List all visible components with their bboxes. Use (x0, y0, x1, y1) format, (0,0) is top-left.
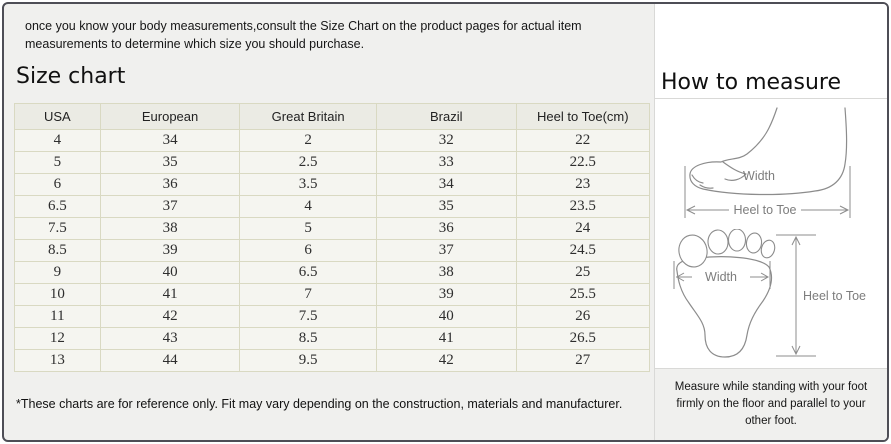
table-cell: 32 (375, 129, 517, 152)
table-cell: 42 (375, 349, 517, 372)
table-row: 4 34 2 32 22 (14, 129, 651, 152)
table-cell: 8.5 (14, 239, 101, 262)
column-header: Brazil (375, 103, 517, 130)
table-row: 7.5 38 5 36 24 (14, 217, 651, 240)
table-cell: 38 (99, 217, 241, 240)
size-chart-title: Size chart (16, 64, 126, 89)
top-width-label: Width (705, 270, 737, 284)
column-header: Heel to Toe(cm) (515, 103, 651, 130)
table-cell: 22 (515, 129, 651, 152)
size-table-head-row: USA European Great Britain Brazil Heel to To… (14, 103, 651, 130)
table-cell: 9.5 (239, 349, 377, 372)
table-cell: 44 (99, 349, 241, 372)
table-cell: 39 (375, 283, 517, 306)
how-to-measure-title: How to measure (661, 70, 842, 95)
table-row: 13 44 9.5 42 27 (14, 349, 651, 372)
column-header: USA (14, 103, 101, 130)
table-cell: 7.5 (239, 305, 377, 328)
table-cell: 6 (239, 239, 377, 262)
table-row: 6 36 3.5 34 23 (14, 173, 651, 196)
table-cell: 40 (375, 305, 517, 328)
how-to-measure-panel: How to measure Width Heel to Toe (654, 4, 887, 440)
table-cell: 11 (14, 305, 101, 328)
intro-text: once you know your body measurements,con… (25, 19, 582, 52)
table-cell: 7 (239, 283, 377, 306)
table-cell: 37 (99, 195, 241, 218)
table-cell: 24 (515, 217, 651, 240)
table-cell: 39 (99, 239, 241, 262)
table-cell: 5 (239, 217, 377, 240)
table-cell: 3.5 (239, 173, 377, 196)
table-cell: 27 (515, 349, 651, 372)
table-row: 11 42 7.5 40 26 (14, 305, 651, 328)
table-cell: 34 (99, 129, 241, 152)
table-cell: 41 (375, 327, 517, 350)
table-row: 8.5 39 6 37 24.5 (14, 239, 651, 262)
table-cell: 37 (375, 239, 517, 262)
diagram-area: Width Heel to Toe (655, 100, 887, 367)
table-cell: 2.5 (239, 151, 377, 174)
table-cell: 35 (99, 151, 241, 174)
table-cell: 38 (375, 261, 517, 284)
foot-side-view-diagram: Width Heel to Toe (684, 107, 851, 218)
measure-caption: Measure while standing with your foot fi… (655, 368, 887, 440)
table-cell: 36 (375, 217, 517, 240)
table-row: 5 35 2.5 33 22.5 (14, 151, 651, 174)
table-cell: 12 (14, 327, 101, 350)
how-to-measure-header: How to measure (655, 4, 887, 99)
table-cell: 24.5 (515, 239, 651, 262)
table-cell: 13 (14, 349, 101, 372)
table-cell: 7.5 (14, 217, 101, 240)
top-heel-to-toe-label: Heel to Toe (803, 289, 866, 303)
table-cell: 33 (375, 151, 517, 174)
table-cell: 36 (99, 173, 241, 196)
table-cell: 8.5 (239, 327, 377, 350)
table-cell: 34 (375, 173, 517, 196)
table-cell: 2 (239, 129, 377, 152)
foot-top-view-diagram: Width Heel to Toe (673, 229, 866, 358)
size-table-container: USA European Great Britain Brazil Heel to To… (14, 103, 651, 372)
size-table-body: 4 34 2 32 22 5 35 2.5 33 22.5 6 36 3.5 34 23 6.5 37 4 35 23… (14, 129, 651, 372)
table-row: 6.5 37 4 35 23.5 (14, 195, 651, 218)
table-cell: 26 (515, 305, 651, 328)
table-cell: 5 (14, 151, 101, 174)
table-cell: 41 (99, 283, 241, 306)
table-cell: 40 (99, 261, 241, 284)
reference-footnote: *These charts are for reference only. Fi… (16, 397, 623, 411)
table-cell: 26.5 (515, 327, 651, 350)
table-cell: 23.5 (515, 195, 651, 218)
table-cell: 23 (515, 173, 651, 196)
table-cell: 22.5 (515, 151, 651, 174)
table-cell: 4 (239, 195, 377, 218)
table-cell: 25.5 (515, 283, 651, 306)
side-width-label: Width (743, 169, 775, 183)
table-cell: 6.5 (14, 195, 101, 218)
column-header: European (99, 103, 241, 130)
table-cell: 4 (14, 129, 101, 152)
table-cell: 25 (515, 261, 651, 284)
table-cell: 35 (375, 195, 517, 218)
table-cell: 9 (14, 261, 101, 284)
size-table: USA European Great Britain Brazil Heel to To… (14, 103, 651, 372)
table-row: 12 43 8.5 41 26.5 (14, 327, 651, 350)
column-header: Great Britain (239, 103, 377, 130)
table-row: 10 41 7 39 25.5 (14, 283, 651, 306)
table-cell: 6.5 (239, 261, 377, 284)
table-cell: 10 (14, 283, 101, 306)
table-cell: 42 (99, 305, 241, 328)
table-row: 9 40 6.5 38 25 (14, 261, 651, 284)
side-heel-to-toe-label: Heel to Toe (733, 203, 796, 217)
table-cell: 43 (99, 327, 241, 350)
table-cell: 6 (14, 173, 101, 196)
